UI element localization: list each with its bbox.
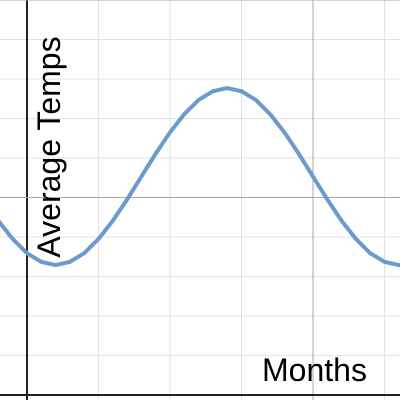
x-axis-label: Months [262,352,367,388]
y-axis-label: Average Temps [31,36,67,257]
plot-area [0,86,400,268]
curve [0,86,400,268]
